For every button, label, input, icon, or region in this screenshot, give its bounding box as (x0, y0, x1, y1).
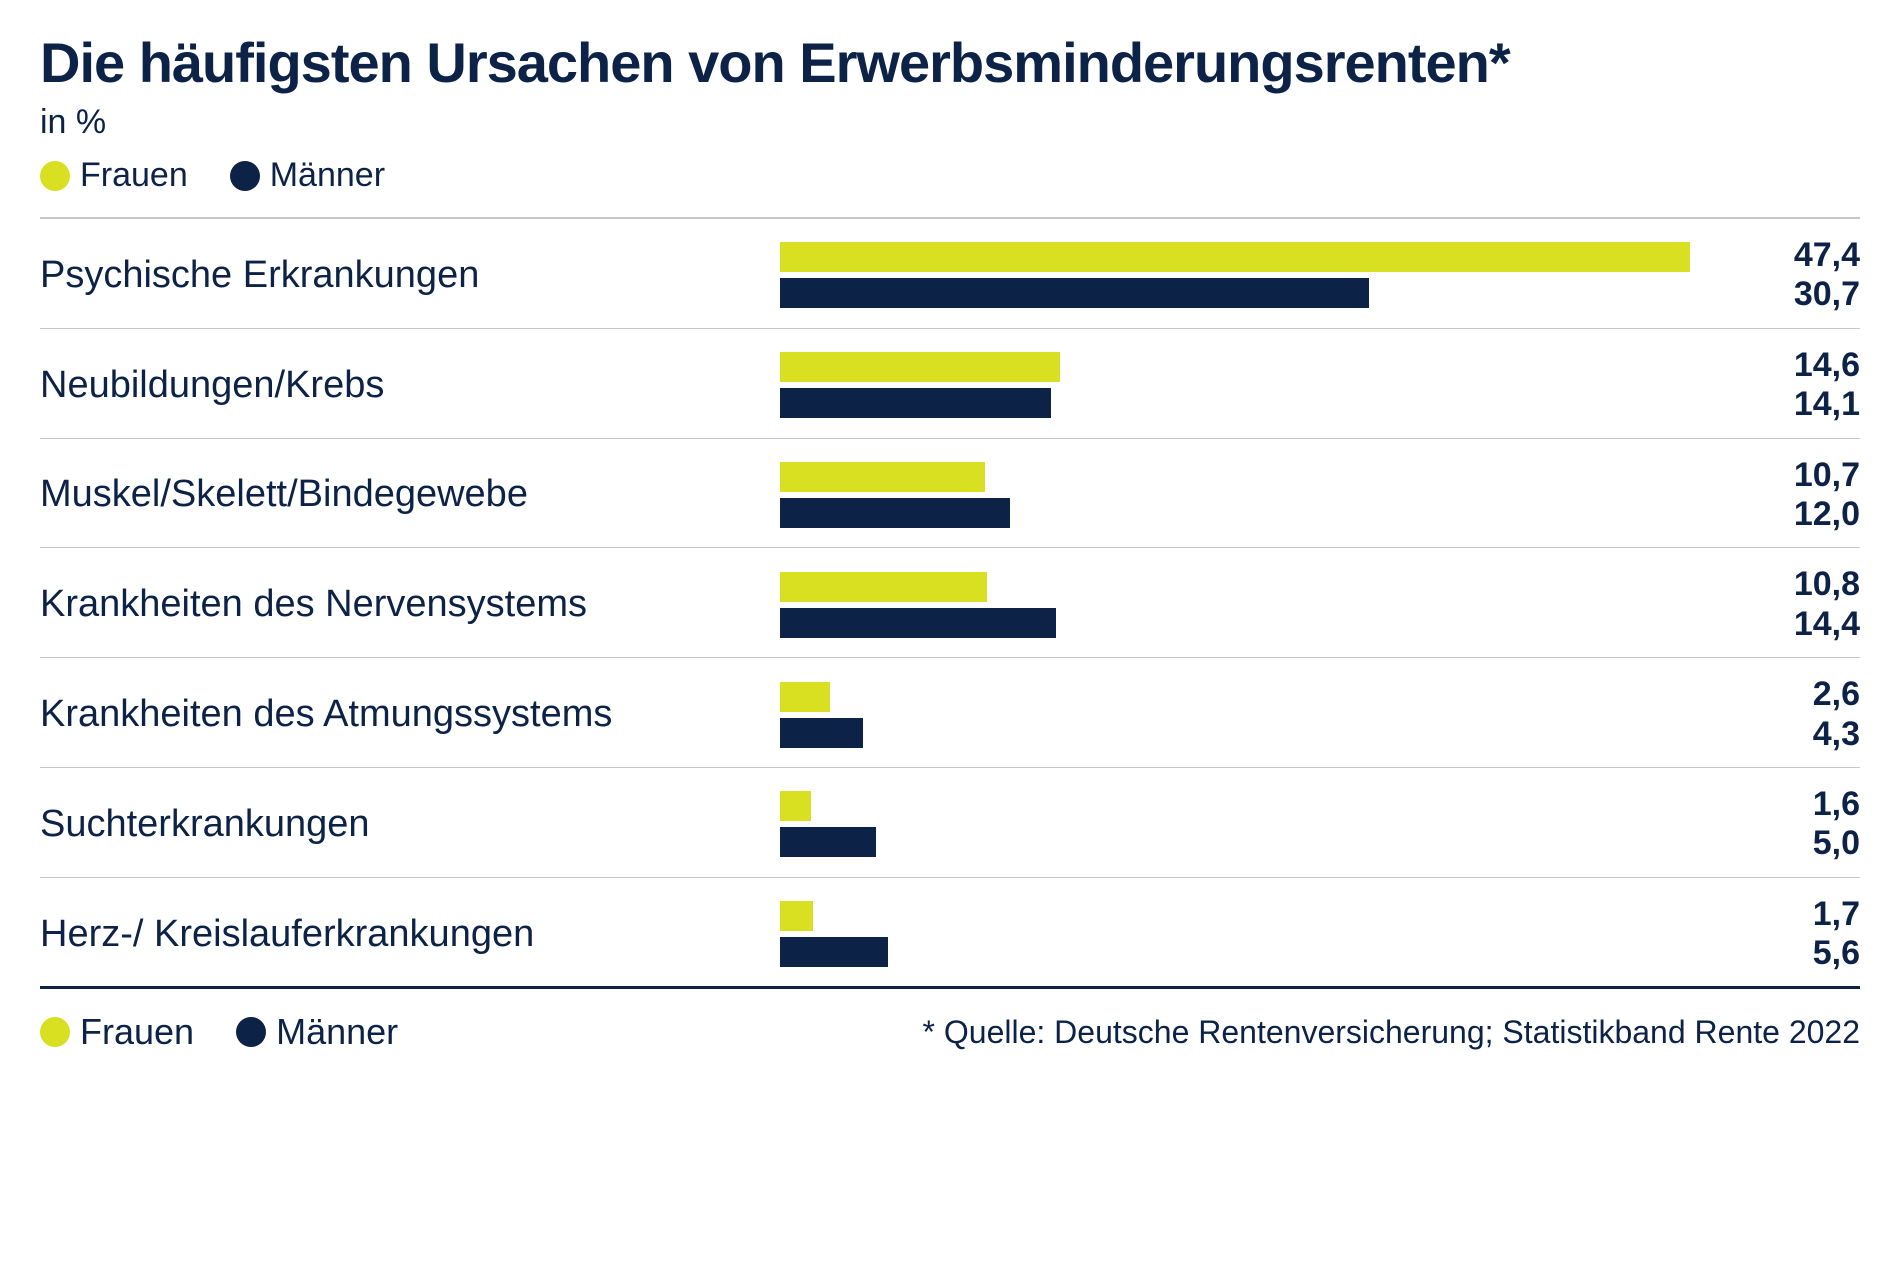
chart-row: Suchterkrankungen 1,65,0 (40, 768, 1860, 878)
chart-subtitle: in % (40, 103, 1860, 142)
bar-frauen (780, 572, 987, 602)
row-bars (780, 901, 1750, 967)
chart-row: Krankheiten des Atmungssystems 2,64,3 (40, 658, 1860, 768)
chart-footer: Frauen Männer * Quelle: Deutsche Rentenv… (40, 1011, 1860, 1053)
value-maenner: 14,4 (1750, 606, 1860, 643)
bar-maenner (780, 937, 888, 967)
bar-frauen (780, 352, 1060, 382)
value-frauen: 10,8 (1750, 566, 1860, 603)
row-bars (780, 242, 1750, 308)
bar-frauen (780, 462, 985, 492)
value-frauen: 10,7 (1750, 457, 1860, 494)
row-values: 47,430,7 (1750, 237, 1860, 314)
swatch-maenner-icon (230, 161, 260, 191)
value-maenner: 4,3 (1750, 716, 1860, 753)
row-label: Suchterkrankungen (40, 803, 780, 846)
bar-maenner (780, 718, 863, 748)
value-maenner: 5,6 (1750, 935, 1860, 972)
chart-row: Krankheiten des Nervensystems 10,814,4 (40, 548, 1860, 658)
row-label: Psychische Erkrankungen (40, 254, 780, 297)
value-frauen: 47,4 (1750, 237, 1860, 274)
row-bars (780, 572, 1750, 638)
row-values: 10,814,4 (1750, 566, 1860, 643)
chart-container: Die häufigsten Ursachen von Erwerbsminde… (40, 30, 1860, 1053)
value-frauen: 14,6 (1750, 347, 1860, 384)
bar-maenner (780, 827, 876, 857)
legend-bottom-maenner: Männer (236, 1011, 398, 1053)
bar-frauen (780, 682, 830, 712)
row-values: 1,75,6 (1750, 896, 1860, 973)
chart-row: Muskel/Skelett/Bindegewebe 10,712,0 (40, 439, 1860, 549)
legend-bottom-label-frauen: Frauen (80, 1011, 194, 1053)
row-bars (780, 462, 1750, 528)
bar-maenner (780, 608, 1056, 638)
value-maenner: 30,7 (1750, 276, 1860, 313)
swatch-maenner-icon (236, 1017, 266, 1047)
value-maenner: 5,0 (1750, 825, 1860, 862)
swatch-frauen-icon (40, 161, 70, 191)
chart-row: Neubildungen/Krebs 14,614,1 (40, 329, 1860, 439)
row-label: Herz-/ Kreislauferkrankungen (40, 913, 780, 956)
row-bars (780, 791, 1750, 857)
bar-maenner (780, 498, 1010, 528)
legend-item-maenner: Männer (230, 156, 385, 195)
value-frauen: 2,6 (1750, 676, 1860, 713)
row-label: Krankheiten des Atmungssystems (40, 693, 780, 736)
row-label: Krankheiten des Nervensystems (40, 583, 780, 626)
chart-title: Die häufigsten Ursachen von Erwerbsminde… (40, 30, 1860, 95)
legend-top: Frauen Männer (40, 156, 1860, 195)
legend-bottom-frauen: Frauen (40, 1011, 194, 1053)
row-values: 10,712,0 (1750, 457, 1860, 534)
bar-maenner (780, 278, 1369, 308)
bar-frauen (780, 242, 1690, 272)
legend-label-frauen: Frauen (80, 156, 188, 195)
row-values: 1,65,0 (1750, 786, 1860, 863)
chart-row: Psychische Erkrankungen 47,430,7 (40, 219, 1860, 329)
chart-source: * Quelle: Deutsche Rentenversicherung; S… (923, 1014, 1860, 1051)
bar-frauen (780, 901, 813, 931)
row-bars (780, 682, 1750, 748)
swatch-frauen-icon (40, 1017, 70, 1047)
row-label: Muskel/Skelett/Bindegewebe (40, 473, 780, 516)
legend-bottom: Frauen Männer (40, 1011, 398, 1053)
legend-item-frauen: Frauen (40, 156, 188, 195)
bar-frauen (780, 791, 811, 821)
value-frauen: 1,7 (1750, 896, 1860, 933)
row-values: 14,614,1 (1750, 347, 1860, 424)
value-maenner: 12,0 (1750, 496, 1860, 533)
row-label: Neubildungen/Krebs (40, 364, 780, 407)
chart-rows: Psychische Erkrankungen 47,430,7 Neubildun… (40, 217, 1860, 989)
chart-row: Herz-/ Kreislauferkrankungen 1,75,6 (40, 878, 1860, 990)
row-values: 2,64,3 (1750, 676, 1860, 753)
value-maenner: 14,1 (1750, 386, 1860, 423)
bar-maenner (780, 388, 1051, 418)
legend-label-maenner: Männer (270, 156, 385, 195)
legend-bottom-label-maenner: Männer (276, 1011, 398, 1053)
row-bars (780, 352, 1750, 418)
value-frauen: 1,6 (1750, 786, 1860, 823)
